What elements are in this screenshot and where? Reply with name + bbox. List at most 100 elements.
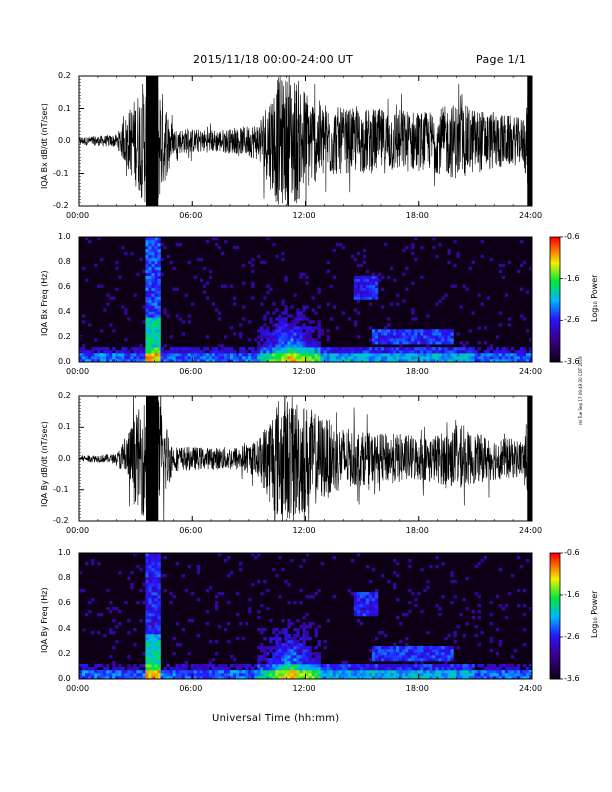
spectrogram-cell <box>377 353 382 357</box>
spectrogram-cell <box>169 350 173 354</box>
spectrogram-cell <box>269 670 273 674</box>
spectrogram-cell <box>133 359 137 363</box>
spectrogram-cell <box>163 589 167 593</box>
spectrogram-cell <box>242 317 246 321</box>
spectrogram-cell <box>272 655 276 659</box>
spectrogram-cell <box>275 652 279 656</box>
spectrogram-cell <box>145 347 149 351</box>
spectrogram-cell <box>462 356 466 360</box>
spectrogram-cell <box>332 664 336 668</box>
spectrogram-cell <box>374 347 379 351</box>
spectrogram-cell <box>257 658 261 662</box>
spectrogram-cell <box>278 329 282 333</box>
colorbar-tick-label: -1.6 <box>564 590 580 599</box>
y-tick-label: 0.2 <box>58 71 71 80</box>
colorbar-segment <box>550 247 560 250</box>
spectrogram-cell <box>510 670 515 674</box>
spectrogram-cell <box>365 667 370 671</box>
x-tick-label: 12:00 <box>292 684 316 693</box>
spectrogram-cell <box>486 667 491 671</box>
spectrogram-cell <box>154 574 158 578</box>
spectrogram-cell <box>136 356 140 360</box>
spectrogram-cell <box>157 254 161 259</box>
spectrogram-cell <box>504 616 509 620</box>
spectrogram-cell <box>474 634 478 638</box>
spectrogram-cell <box>308 347 312 351</box>
spectrogram-cell <box>492 350 497 354</box>
spectrogram-cell <box>296 314 300 318</box>
spectrogram-cell <box>272 631 276 635</box>
spectrogram-cell <box>311 356 315 360</box>
spectrogram-cell <box>151 269 155 274</box>
spectrogram-cell <box>414 655 418 659</box>
y-tick-label: 0.2 <box>58 391 71 400</box>
colorbar-segment <box>550 272 560 275</box>
spectrogram-cell <box>408 601 412 605</box>
spectrogram-cell <box>245 667 249 671</box>
spectrogram-cell <box>223 628 228 632</box>
spectrogram-cell <box>136 667 140 671</box>
colorbar-segment <box>550 330 560 334</box>
spectrogram-cell <box>456 254 460 259</box>
spectrogram-cell <box>384 242 388 247</box>
spectrogram-cell <box>429 347 433 351</box>
spectrogram-cell <box>82 628 86 632</box>
spectrogram-cell <box>239 332 243 336</box>
spectrogram-cell <box>257 344 261 348</box>
spectrogram-cell <box>417 347 421 351</box>
spectrogram-cell <box>103 673 107 677</box>
spectrogram-cell <box>314 676 318 680</box>
spectrogram-cell <box>148 302 152 306</box>
spectrogram-cell <box>217 676 222 680</box>
spectrogram-cell <box>275 329 279 333</box>
spectrogram-cell <box>438 335 442 339</box>
spectrogram-cell <box>157 598 161 602</box>
y-tick-label: 0.2 <box>58 648 71 658</box>
spectrogram-cell <box>317 655 321 659</box>
spectrogram-cell <box>214 359 219 363</box>
spectrogram-cell <box>507 664 512 668</box>
spectrogram-cell <box>423 329 427 333</box>
spectrogram-cell <box>498 359 503 363</box>
spectrogram-cell <box>178 670 182 674</box>
spectrogram-cell <box>450 601 454 605</box>
spectrogram-cell <box>308 649 312 653</box>
spectrogram-cell <box>284 320 288 324</box>
spectrogram-cell <box>353 673 358 677</box>
spectrogram-cell <box>368 667 373 671</box>
spectrogram-cell <box>281 335 285 339</box>
spectrogram-cell <box>516 556 521 560</box>
spectrogram-cell <box>423 676 427 680</box>
spectrogram-cell <box>275 637 279 641</box>
spectrogram-cell <box>408 559 412 563</box>
spectrogram-cell <box>326 350 330 354</box>
spectrogram-cell <box>308 332 312 336</box>
spectrogram-cell <box>266 284 270 288</box>
spectrogram-cell <box>338 676 343 680</box>
spectrogram-cell <box>127 664 131 668</box>
spectrogram-cell <box>441 359 445 363</box>
spectrogram-cell <box>390 646 394 650</box>
spectrogram-cell <box>377 347 382 351</box>
spectrogram-cell <box>405 335 409 339</box>
spectrogram-cell <box>353 320 358 324</box>
spectrogram-cell <box>151 278 155 282</box>
spectrogram-cell <box>202 670 207 674</box>
spectrogram-cell <box>281 676 285 680</box>
spectrogram-cell <box>281 646 285 650</box>
spectrogram-cell <box>148 311 152 315</box>
spectrogram-cell <box>91 598 95 602</box>
colorbar-segment <box>550 262 560 265</box>
spectrogram-cell <box>396 676 400 680</box>
spectrogram-cell <box>335 350 340 354</box>
colorbar-segment <box>550 318 560 321</box>
spectrogram-cell <box>335 670 340 674</box>
spectrogram-cell <box>296 670 300 674</box>
spectrogram-cell <box>299 625 303 629</box>
spectrogram-cell <box>115 667 119 671</box>
x-tick-label: 18:00 <box>405 367 429 376</box>
spectrogram-cell <box>157 269 161 274</box>
spectrogram-cell <box>323 353 327 357</box>
spectrogram-cell <box>151 664 155 668</box>
spectrogram-cell <box>169 667 173 671</box>
